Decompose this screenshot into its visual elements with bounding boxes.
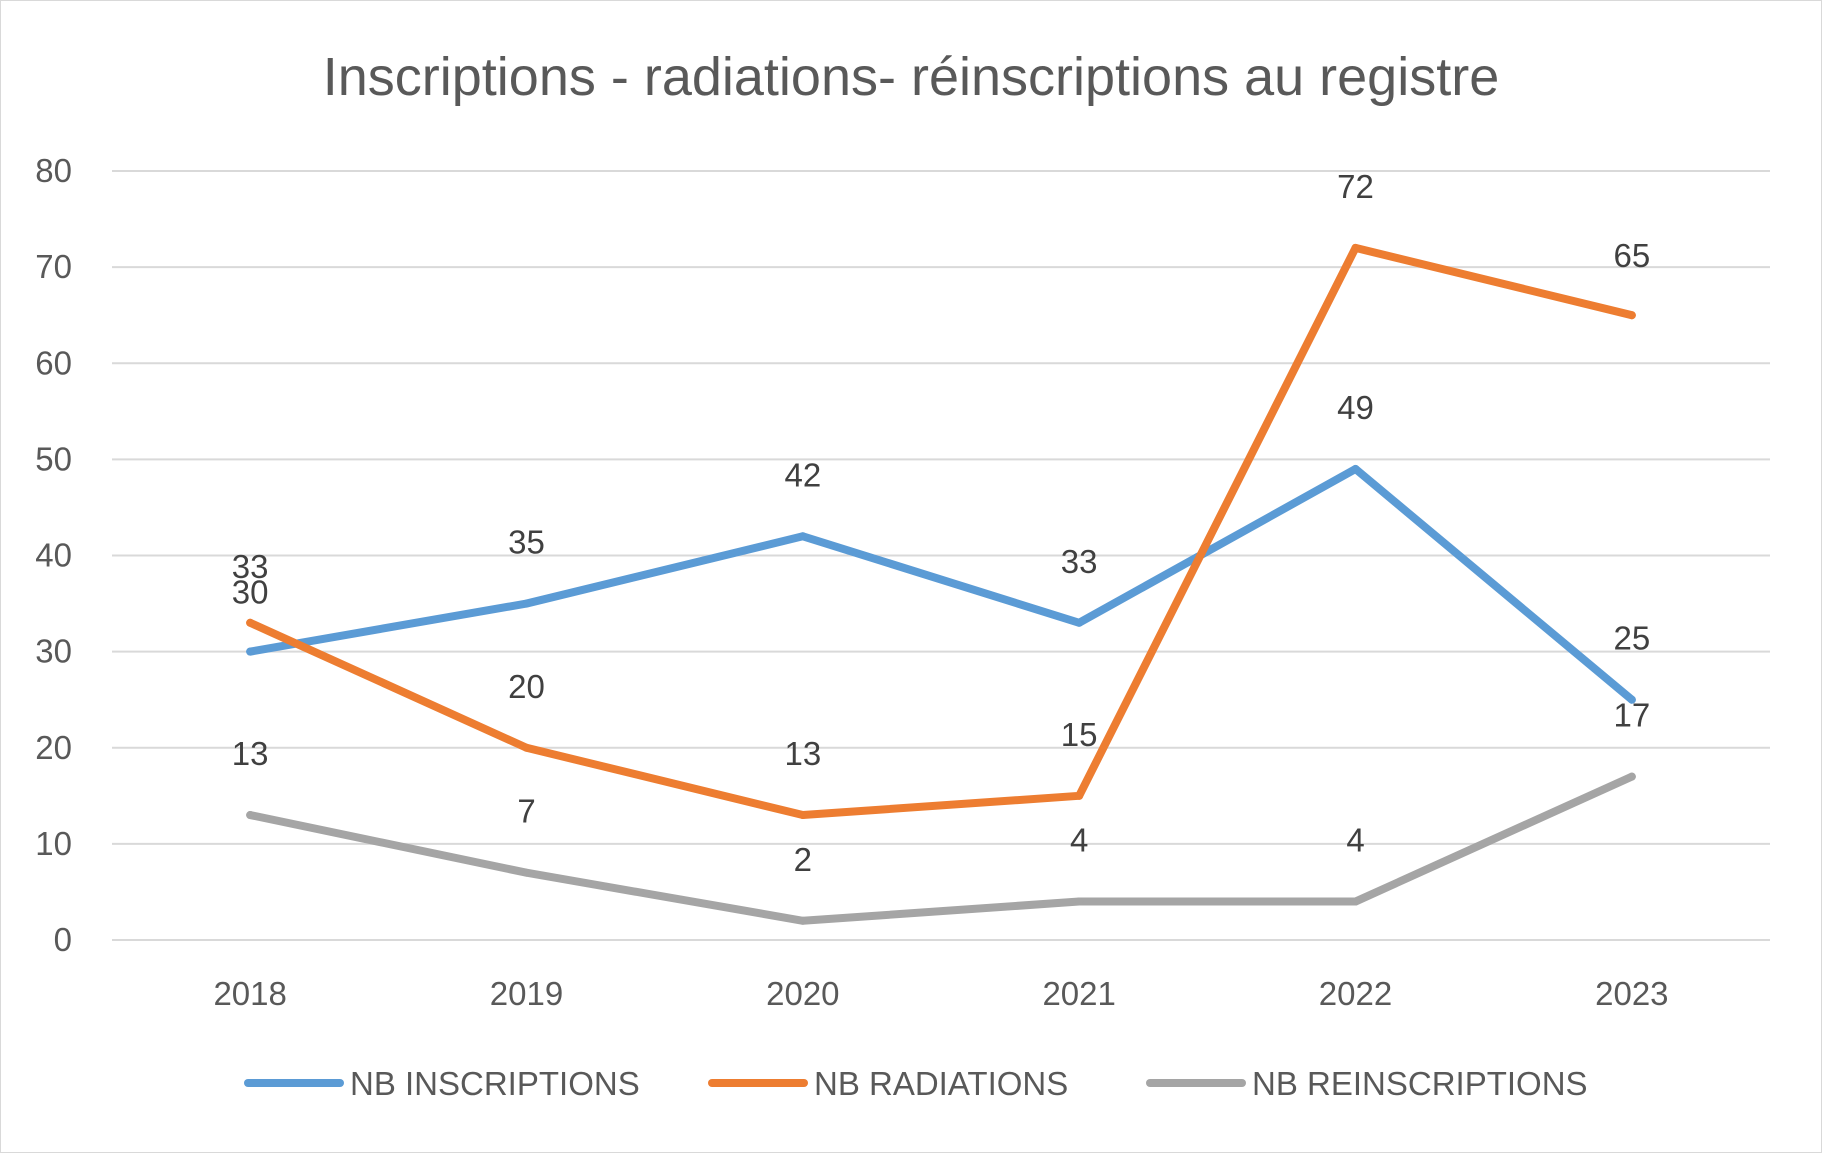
y-tick-label: 80 (35, 152, 72, 189)
x-tick-label: 2023 (1595, 975, 1668, 1012)
data-point (522, 868, 531, 877)
data-point (1075, 791, 1084, 800)
data-point (1627, 772, 1636, 781)
legend: NB INSCRIPTIONS NB RADIATIONS NB REINSCRIP… (244, 1065, 1588, 1102)
data-label: 4 (1070, 822, 1088, 859)
data-label: 17 (1613, 697, 1650, 734)
data-label: 35 (508, 524, 545, 561)
series-line-2 (246, 243, 1636, 820)
data-point (522, 743, 531, 752)
data-point (798, 916, 807, 925)
x-tick-label: 2022 (1319, 975, 1392, 1012)
data-label: 33 (1061, 543, 1098, 580)
data-label: 20 (508, 668, 545, 705)
y-tick-label: 40 (35, 537, 72, 574)
data-point (522, 599, 531, 608)
data-label: 4 (1346, 822, 1364, 859)
data-label: 7 (517, 793, 535, 830)
data-point (1627, 695, 1636, 704)
data-label: 42 (784, 456, 821, 493)
y-tick-label: 0 (54, 921, 72, 958)
data-label: 13 (232, 735, 269, 772)
data-label: 25 (1613, 620, 1650, 657)
legend-label: NB INSCRIPTIONS (350, 1065, 640, 1102)
data-point (1351, 243, 1360, 252)
data-label: 13 (784, 735, 821, 772)
data-label: 49 (1337, 389, 1374, 426)
data-label: 2 (794, 841, 812, 878)
data-label: 30 (232, 574, 269, 611)
data-label: 33 (232, 548, 269, 585)
y-axis: 0 10 20 30 40 50 60 70 80 (35, 152, 72, 958)
data-point (1075, 618, 1084, 627)
data-point (1351, 897, 1360, 906)
series-line-3 (246, 772, 1636, 925)
y-tick-label: 10 (35, 825, 72, 862)
legend-label: NB REINSCRIPTIONS (1252, 1065, 1588, 1102)
data-label: 72 (1337, 168, 1374, 205)
data-point (798, 532, 807, 541)
y-tick-label: 30 (35, 633, 72, 670)
series-line-1 (246, 464, 1636, 704)
x-tick-label: 2018 (213, 975, 286, 1012)
data-point (1351, 464, 1360, 473)
series-lines (246, 243, 1636, 925)
x-axis: 2018 2019 2020 2021 2022 2023 (213, 975, 1668, 1012)
y-tick-label: 50 (35, 440, 72, 477)
x-tick-label: 2021 (1042, 975, 1115, 1012)
data-point (1627, 311, 1636, 320)
x-tick-label: 2020 (766, 975, 839, 1012)
data-label: 15 (1061, 716, 1098, 753)
y-tick-label: 60 (35, 344, 72, 381)
x-tick-label: 2019 (490, 975, 563, 1012)
y-tick-label: 70 (35, 248, 72, 285)
data-point (798, 811, 807, 820)
y-tick-label: 20 (35, 729, 72, 766)
data-point (246, 811, 255, 820)
legend-label: NB RADIATIONS (814, 1065, 1068, 1102)
data-point (246, 647, 255, 656)
data-point (1075, 897, 1084, 906)
data-label: 65 (1613, 237, 1650, 274)
data-point (246, 618, 255, 627)
chart-title: Inscriptions - radiations- réinscription… (323, 47, 1499, 107)
